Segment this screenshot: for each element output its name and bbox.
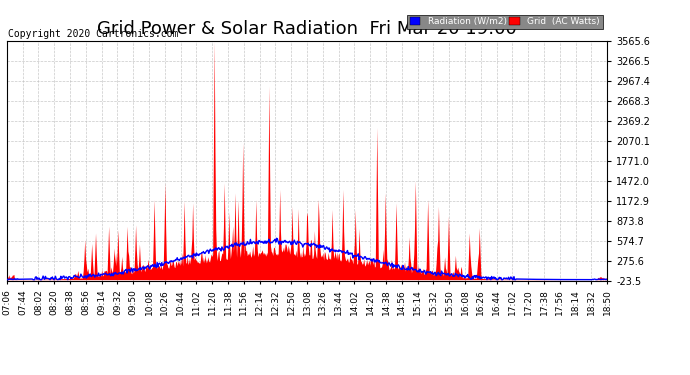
Legend: Radiation (W/m2), Grid  (AC Watts): Radiation (W/m2), Grid (AC Watts) (407, 15, 602, 29)
Title: Grid Power & Solar Radiation  Fri Mar 20 19:00: Grid Power & Solar Radiation Fri Mar 20 … (97, 20, 517, 38)
Text: Copyright 2020 Cartronics.com: Copyright 2020 Cartronics.com (8, 29, 179, 39)
